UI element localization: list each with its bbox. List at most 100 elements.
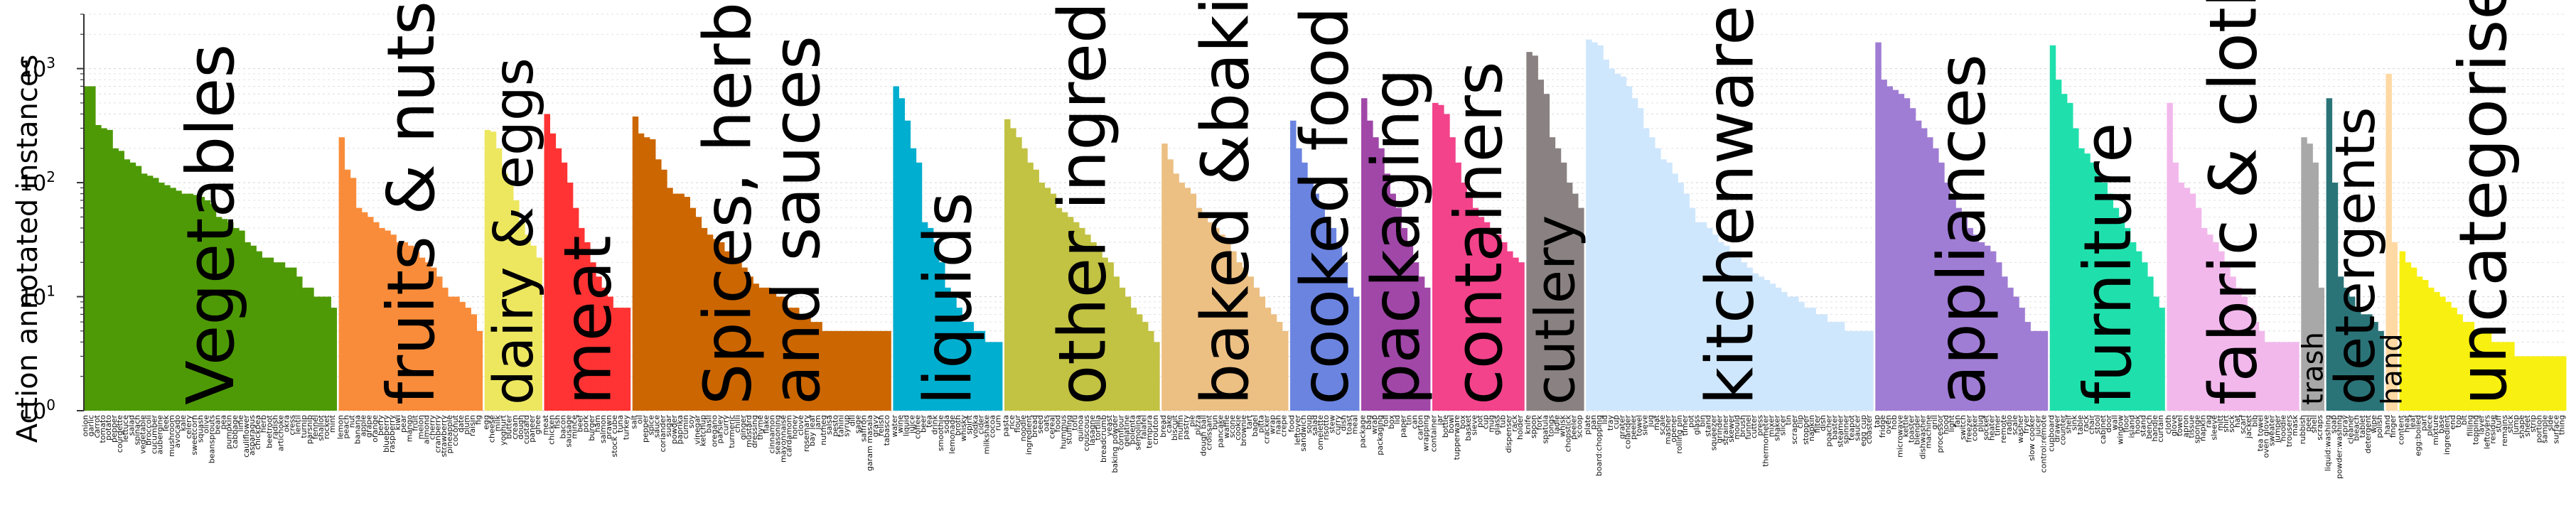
item-label: scraper: [1790, 415, 1799, 445]
item-label: ghee: [533, 415, 542, 435]
category-label: cooked food: [1287, 6, 1363, 405]
item-label: wall: [2110, 415, 2119, 431]
bar: [2491, 342, 2498, 411]
bar: [2440, 296, 2446, 411]
item-label: fridge: [1878, 415, 1887, 438]
category-label: detergents: [2324, 107, 2388, 405]
bar: [1367, 120, 1373, 411]
item-label: peeler: [1569, 415, 1579, 440]
bar: [484, 129, 491, 411]
bar: [1119, 287, 1126, 411]
item-label: tea: [925, 415, 934, 428]
item-label: jam: [813, 415, 822, 431]
bar: [1061, 212, 1068, 411]
item-label: stool: [2093, 415, 2102, 434]
bar: [355, 207, 363, 411]
item-label: food: [1287, 415, 1297, 432]
bar: [1347, 287, 1354, 411]
bar: [799, 314, 805, 411]
bar: [508, 183, 514, 411]
item-label: pepper: [641, 415, 650, 443]
item-label: tahini: [836, 415, 845, 437]
item-label: blueberry: [382, 415, 391, 453]
item-label: mask: [2290, 414, 2299, 436]
item-label: kale: [178, 415, 188, 431]
item-label: sandwich: [1299, 415, 1308, 452]
bar: [1603, 59, 1609, 411]
bar: [2167, 102, 2173, 411]
bar: [1881, 80, 1887, 411]
item-label: wrap: [1267, 415, 1277, 434]
item-label: aubergine: [156, 415, 165, 455]
item-label: tongs: [1546, 415, 1555, 437]
bar: [1407, 242, 1414, 411]
item-label: spinach: [132, 415, 141, 446]
bar: [2275, 342, 2282, 411]
bar: [898, 98, 906, 411]
bar: [1660, 159, 1667, 411]
bar: [1689, 207, 1696, 411]
item-label: coffee: [913, 415, 922, 439]
bar: [2548, 356, 2555, 411]
bar: [1572, 193, 1579, 411]
item-label: avocado: [173, 415, 182, 448]
bar: [1586, 39, 1592, 411]
bar: [1683, 193, 1690, 411]
item-label: bin: [1697, 415, 1707, 427]
bar: [2078, 148, 2085, 411]
bar: [256, 251, 262, 411]
bar: [1555, 148, 1562, 411]
item-label: salad: [127, 415, 136, 436]
item-label: spatula: [1540, 415, 1550, 444]
bar: [1313, 193, 1319, 411]
item-label: leaf: [2408, 414, 2417, 430]
item-label: bowl: [1447, 415, 1456, 433]
item-label: yeast: [1105, 414, 1114, 436]
item-label: pitta: [1256, 415, 1265, 433]
bar: [1875, 42, 1882, 411]
bar: [367, 217, 374, 411]
item-label: tin: [1784, 415, 1793, 425]
category-label: packaging: [1358, 68, 1434, 405]
item-label: tuna: [616, 415, 625, 433]
item-label: rice: [1007, 415, 1016, 430]
bar: [204, 200, 211, 411]
item-label: drink: [930, 414, 940, 435]
item-label: scarf: [2238, 414, 2248, 434]
bar: [198, 197, 205, 411]
item-label: cress: [288, 415, 297, 436]
bar: [1666, 162, 1673, 411]
bar: [2073, 128, 2079, 411]
bar: [638, 133, 645, 411]
item-label: egg:boiled: [2414, 415, 2423, 456]
item-label: thyme: [756, 415, 765, 441]
bar: [1461, 183, 1467, 411]
item-label: light: [1947, 414, 1956, 432]
bar: [1353, 296, 1360, 411]
bar: [419, 257, 426, 411]
item-label: freezer: [1964, 415, 1973, 443]
bar: [1892, 90, 1899, 411]
bar: [107, 129, 113, 411]
bar: [1655, 148, 1661, 411]
category-label: trash: [2297, 332, 2329, 405]
item-label: end: [2448, 415, 2457, 430]
item-label: sieve: [1469, 415, 1478, 436]
bar: [672, 193, 679, 411]
bar: [1850, 330, 1857, 411]
bar: [770, 291, 777, 411]
item-label: plate: [1583, 415, 1592, 435]
item-label: fan: [1953, 415, 1962, 428]
bar: [2378, 330, 2384, 411]
bar: [1927, 137, 1933, 411]
item-label: syrup: [842, 415, 851, 437]
item-label: lid: [1600, 415, 1609, 424]
bar: [1769, 284, 1776, 411]
item-label: rack: [2081, 414, 2091, 431]
item-label: strainer: [1721, 415, 1730, 446]
bar: [176, 190, 182, 411]
bar: [689, 207, 697, 411]
item-label: kiwi: [393, 415, 402, 430]
bar: [536, 257, 542, 411]
bar: [822, 330, 828, 411]
